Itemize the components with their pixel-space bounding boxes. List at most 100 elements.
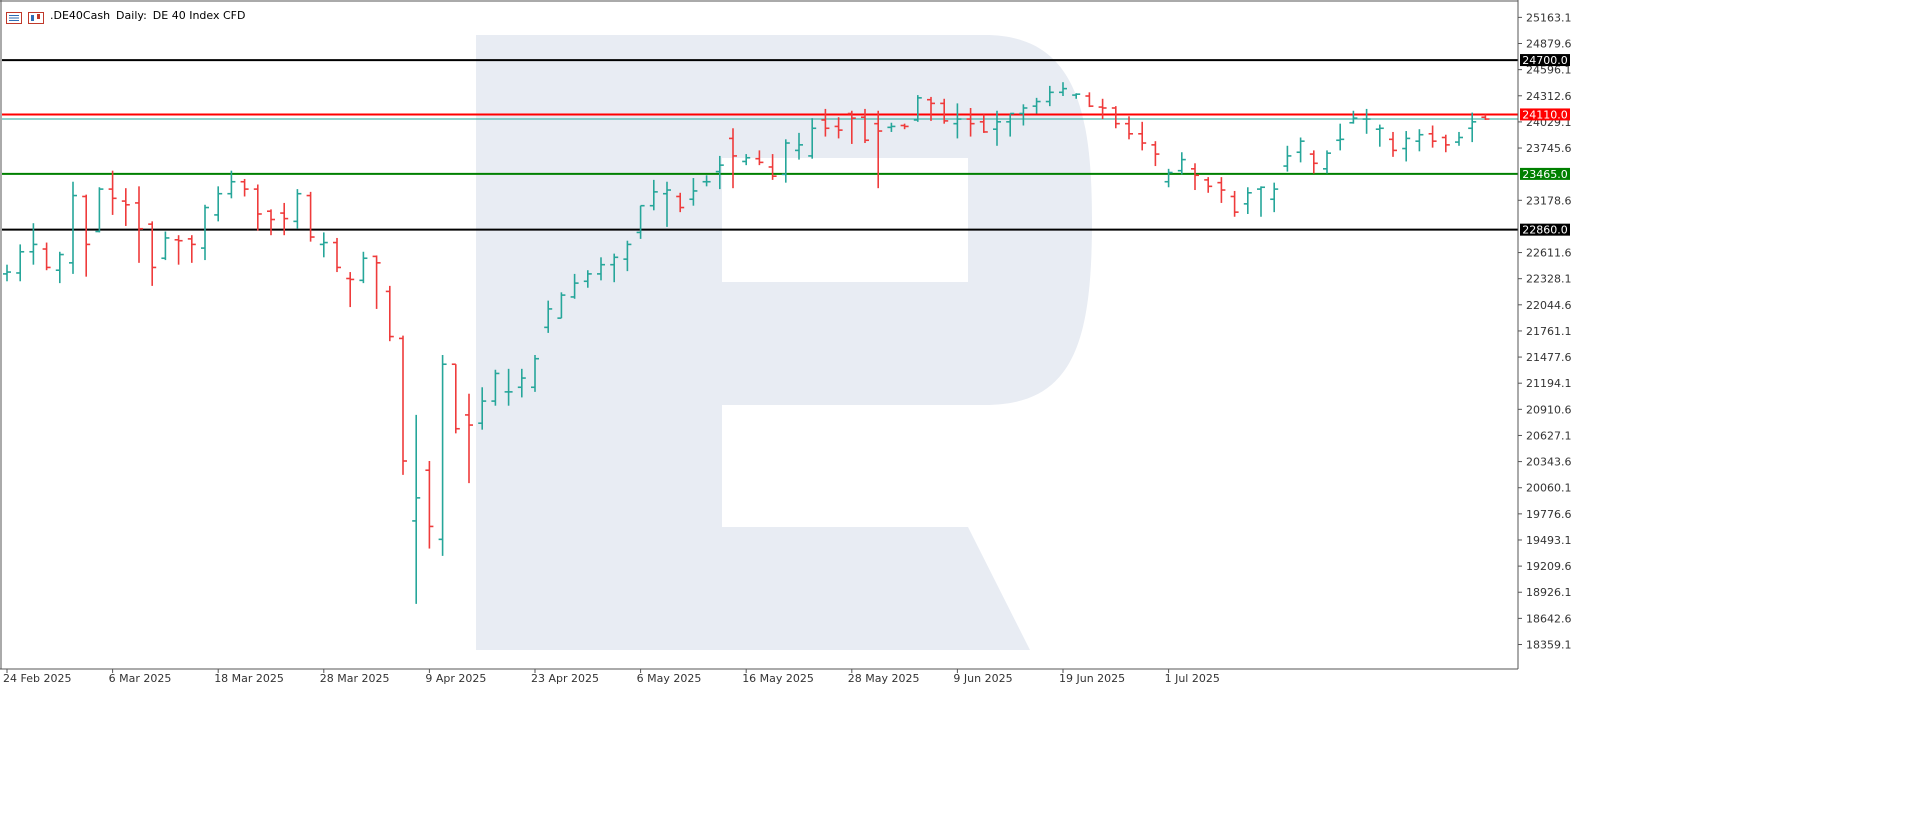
ohlc-bar (1230, 190, 1239, 217)
ohlc-bar (95, 187, 104, 233)
ohlc-bar (808, 118, 817, 159)
ohlc-bar (306, 191, 315, 242)
watermark-shape (476, 35, 1092, 650)
ohlc-bar (280, 202, 289, 236)
ohlc-bar (834, 117, 843, 139)
ohlc-bar (1389, 131, 1397, 157)
x-tick-label: 19 Jun 2025 (1059, 672, 1125, 685)
y-tick-label: 20627.1 (1526, 429, 1572, 442)
ohlc-bar (3, 264, 11, 282)
y-tick-label: 21477.6 (1526, 351, 1572, 364)
ohlc-bar (755, 150, 764, 166)
level-label-bg-3 (1520, 223, 1570, 236)
ohlc-bar (412, 414, 421, 604)
x-tick-label: 6 May 2025 (637, 672, 702, 685)
level-label-bg-0 (1520, 54, 1570, 67)
list-icon[interactable] (6, 9, 22, 24)
ohlc-bar (465, 393, 473, 484)
ohlc-bar (1283, 145, 1292, 172)
ohlc-bar (544, 300, 553, 333)
ohlc-bar (1362, 108, 1371, 134)
level-labels: 24700.0 24110.0 23465.0 22860.0 (1520, 54, 1570, 237)
ohlc-bar (1072, 93, 1081, 99)
ohlc-bar (108, 170, 117, 215)
ohlc-bar (583, 270, 592, 288)
y-tick-label: 18642.6 (1526, 612, 1572, 625)
ohlc-bar (385, 285, 394, 342)
y-tick-label: 19776.6 (1526, 508, 1572, 521)
ohlc-bar (729, 128, 737, 189)
ohlc-bar (333, 237, 341, 273)
ohlc-bar (636, 204, 645, 239)
ohlc-bar (1151, 141, 1160, 167)
ohlc-bar (610, 253, 619, 283)
x-tick-label: 16 May 2025 (742, 672, 814, 685)
ohlc-bar (214, 186, 223, 222)
ohlc-bar (293, 189, 302, 229)
ohlc-bar (425, 461, 434, 549)
y-tick-label: 23745.6 (1526, 142, 1572, 155)
chart-type-icon[interactable] (28, 9, 44, 24)
horizontal-levels (2, 59, 1518, 231)
watermark-logo (476, 35, 1092, 650)
level-label-2: 23465.0 (1522, 168, 1568, 181)
ohlc-bar (1019, 104, 1028, 126)
ohlc-bar (319, 232, 328, 258)
ohlc-bar (240, 178, 249, 197)
ohlc-bar (1415, 129, 1424, 152)
ohlc-bar (1138, 121, 1147, 151)
ohlc-bar (689, 178, 698, 206)
ohlc-bar (874, 110, 883, 189)
ohlc-bar (1468, 112, 1477, 143)
ohlc-bar (966, 107, 975, 137)
time-axis: 24 Feb 2025 6 Mar 2025 18 Mar 2025 28 Mar 2… (3, 669, 1220, 685)
ohlc-bar (517, 368, 526, 398)
ohlc-bar (267, 209, 275, 236)
ohlc-bar (29, 223, 38, 265)
level-label-3: 22860.0 (1522, 224, 1568, 237)
ohlc-bar (451, 363, 460, 434)
ohlc-bar (847, 110, 856, 144)
x-tick-label: 9 Apr 2025 (425, 672, 486, 685)
ohlc-bar (1375, 124, 1384, 147)
ohlc-bar (979, 114, 988, 133)
x-tick-label: 28 May 2025 (848, 672, 920, 685)
ohlc-bar (795, 132, 803, 160)
ohlc-bar (478, 387, 487, 430)
x-tick-label: 23 Apr 2025 (531, 672, 599, 685)
ohlc-bar (913, 95, 922, 122)
ohlc-bar (1455, 131, 1463, 146)
ohlc-bar (1243, 187, 1252, 214)
ohlc-bar (1177, 152, 1186, 175)
level-label-bg-1 (1520, 108, 1570, 121)
ohlc-bar (597, 257, 605, 281)
ohlc-bar (121, 188, 130, 226)
ohlc-bar (940, 98, 949, 124)
ohlc-bar (1349, 110, 1358, 124)
ohlc-bar (69, 181, 77, 274)
ohlc-bar (187, 235, 196, 263)
symbol-label: .DE40Cash (50, 8, 111, 22)
ohlc-bar (16, 244, 25, 282)
ohlc-bar (1217, 177, 1226, 203)
ohlc-bar (399, 335, 407, 475)
ohlc-bar (359, 251, 368, 284)
ohlc-bar (1402, 131, 1411, 162)
ohlc-bar (201, 204, 209, 261)
timeframe-label: Daily: (116, 8, 147, 22)
ohlc-bar (570, 273, 579, 299)
y-tick-label: 18359.1 (1526, 639, 1572, 652)
level-label-bg-2 (1520, 167, 1570, 180)
ohlc-bar (557, 292, 566, 319)
ohlc-bar (887, 122, 896, 132)
ohlc-bar (148, 221, 157, 286)
y-tick-label: 24596.1 (1526, 64, 1572, 77)
x-tick-label: 6 Mar 2025 (109, 672, 172, 685)
ohlc-bar (161, 231, 170, 261)
y-tick-label: 24879.6 (1526, 38, 1572, 51)
instrument-description: DE 40 Index CFD (152, 8, 246, 22)
y-tick-label: 22044.6 (1526, 299, 1572, 312)
ohlc-bar (504, 368, 513, 406)
ohlc-bar (491, 369, 500, 406)
